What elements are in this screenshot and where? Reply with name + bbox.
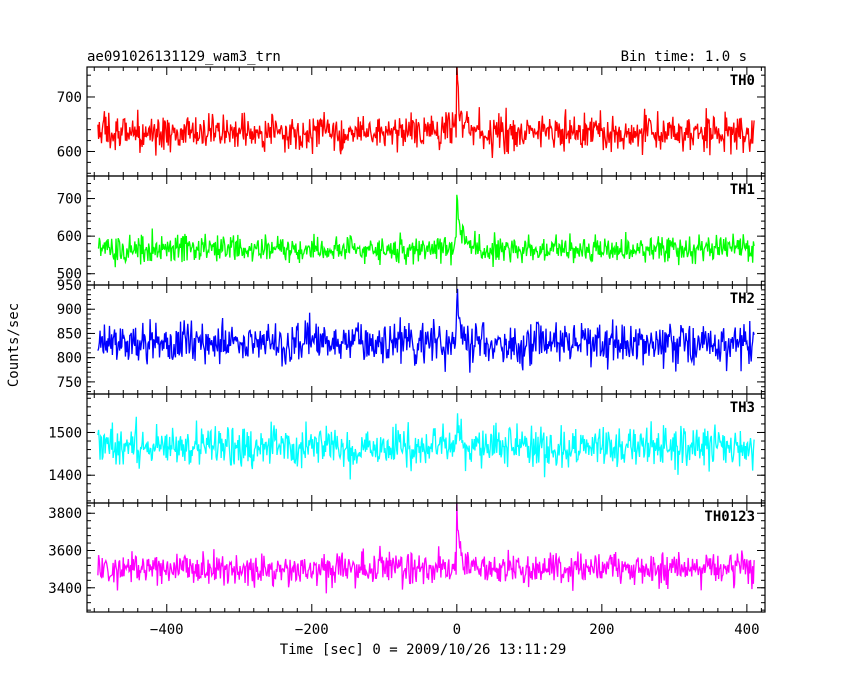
- y-tick-label: 600: [57, 229, 82, 245]
- y-tick-label: 700: [57, 90, 82, 106]
- y-tick-label: 600: [57, 144, 82, 160]
- y-tick-label: 850: [57, 326, 82, 342]
- y-tick-label: 1500: [48, 425, 82, 441]
- y-tick-label: 3600: [48, 544, 82, 560]
- panel-name-label: TH2: [730, 291, 755, 307]
- panel-name-label: TH0123: [704, 509, 755, 525]
- panel-name-label: TH0: [730, 73, 755, 89]
- chart-title-right: Bin time: 1.0 s: [621, 49, 747, 65]
- series-line-th3: [97, 413, 755, 480]
- series-line-th2: [97, 288, 755, 373]
- y-tick-label: 900: [57, 302, 82, 318]
- y-tick-label: 1400: [48, 468, 82, 484]
- series-line-th1: [97, 194, 755, 268]
- y-tick-label: 950: [57, 278, 82, 294]
- y-tick-label: 3800: [48, 506, 82, 522]
- y-tick-label: 500: [57, 267, 82, 283]
- panel-frame: [86, 175, 766, 286]
- x-tick-label: 200: [589, 622, 614, 638]
- y-tick-label: 3400: [48, 581, 82, 597]
- x-tick-label: 400: [734, 622, 759, 638]
- y-axis-label: Counts/sec: [6, 303, 22, 387]
- panel-name-label: TH1: [730, 182, 755, 198]
- y-tick-label: 700: [57, 192, 82, 208]
- x-tick-label: 0: [453, 622, 461, 638]
- x-axis-label: Time [sec] 0 = 2009/10/26 13:11:29: [280, 642, 567, 658]
- y-tick-label: 750: [57, 375, 82, 391]
- y-tick-label: 800: [57, 351, 82, 367]
- panel-name-label: TH3: [730, 400, 755, 416]
- chart-title-left: ae091026131129_wam3_trn: [87, 49, 281, 65]
- series-line-th0: [97, 67, 755, 158]
- panels-group: 600 700 TH0 500 600 700 TH1 750 800 850 900 950 TH2 1…: [48, 66, 766, 638]
- x-tick-label: −400: [150, 622, 184, 638]
- series-line-th0123: [97, 503, 755, 594]
- x-tick-label: −200: [295, 622, 329, 638]
